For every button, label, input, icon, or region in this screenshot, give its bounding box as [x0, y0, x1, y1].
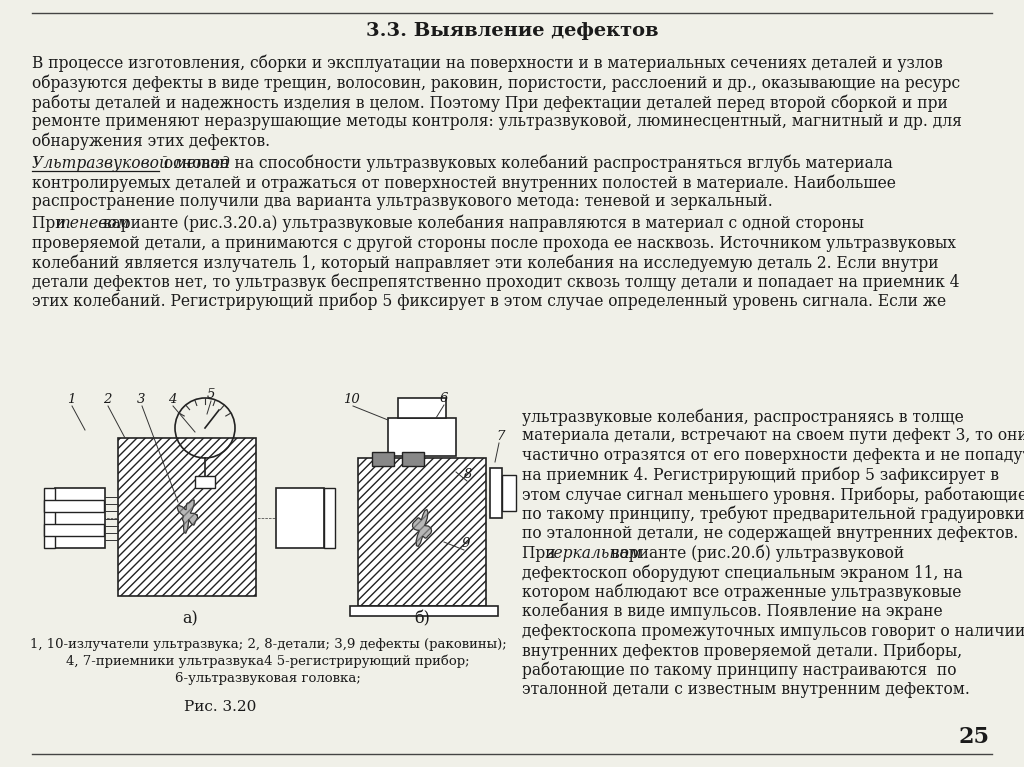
Text: колебания в виде импульсов. Появление на экране: колебания в виде импульсов. Появление на… — [522, 603, 943, 621]
Text: образуются дефекты в виде трещин, волосовин, раковин, пористости, расслоений и д: образуются дефекты в виде трещин, волосо… — [32, 74, 961, 92]
Text: В процессе изготовления, сборки и эксплуатации на поверхности и в материальных с: В процессе изготовления, сборки и эксплу… — [32, 55, 943, 73]
Text: дефектоскопа промежуточных импульсов говорит о наличии: дефектоскопа промежуточных импульсов гов… — [522, 623, 1024, 640]
Text: материала детали, встречают на своем пути дефект 3, то они: материала детали, встречают на своем пут… — [522, 427, 1024, 445]
Text: варианте (рис.3.20.а) ультразвуковые колебания направляются в материал с одной с: варианте (рис.3.20.а) ультразвуковые кол… — [98, 215, 864, 232]
Text: ремонте применяют неразрушающие методы контроля: ультразвуковой, люминесцентный,: ремонте применяют неразрушающие методы к… — [32, 114, 962, 130]
Bar — [398, 398, 446, 418]
Text: 3.3. Выявление дефектов: 3.3. Выявление дефектов — [366, 22, 658, 40]
Bar — [388, 418, 456, 456]
Text: внутренних дефектов проверяемой детали. Приборы,: внутренних дефектов проверяемой детали. … — [522, 642, 963, 660]
Text: 4, 7-приемники ультразвука4 5-регистрирующий прибор;: 4, 7-приемники ультразвука4 5-регистриру… — [67, 655, 470, 669]
Text: проверяемой детали, а принимаются с другой стороны после прохода ее насквозь. Ис: проверяемой детали, а принимаются с друг… — [32, 235, 956, 252]
Text: 6: 6 — [440, 392, 449, 405]
Bar — [372, 452, 394, 466]
Text: 3: 3 — [137, 393, 145, 406]
Bar — [44, 488, 55, 548]
Text: котором наблюдают все отраженные ультразвуковые: котором наблюдают все отраженные ультраз… — [522, 584, 962, 601]
Text: 1: 1 — [67, 393, 76, 406]
Bar — [44, 524, 104, 536]
Bar — [402, 452, 424, 466]
Text: частично отразятся от его поверхности дефекта и не попадут: частично отразятся от его поверхности де… — [522, 447, 1024, 464]
Text: основан на способности ультразвуковых колебаний распространяться вглубь материал: основан на способности ультразвуковых ко… — [159, 154, 893, 172]
Text: 6-ультразвуковая головка;: 6-ультразвуковая головка; — [175, 672, 360, 685]
Text: дефектоскоп оборудуют специальным экраном 11, на: дефектоскоп оборудуют специальным экрано… — [522, 564, 963, 581]
Bar — [118, 438, 256, 596]
Bar — [55, 488, 105, 548]
Text: Рис. 3.20: Рис. 3.20 — [184, 700, 256, 714]
Text: 7: 7 — [496, 430, 505, 443]
Text: на приемник 4. Регистрирующий прибор 5 зафиксирует в: на приемник 4. Регистрирующий прибор 5 з… — [522, 466, 999, 484]
Bar — [44, 500, 104, 512]
Bar — [324, 488, 335, 548]
Text: этих колебаний. Регистрирующий прибор 5 фиксирует в этом случае определенный уро: этих колебаний. Регистрирующий прибор 5 … — [32, 293, 946, 311]
Text: 9: 9 — [462, 537, 470, 550]
Text: детали дефектов нет, то ультразвук беспрепятственно проходит сквозь толщу детали: детали дефектов нет, то ультразвук беспр… — [32, 274, 959, 291]
Bar — [350, 606, 498, 616]
Text: 2: 2 — [103, 393, 112, 406]
Text: а): а) — [182, 610, 198, 627]
Text: по эталонной детали, не содержащей внутренних дефектов.: по эталонной детали, не содержащей внутр… — [522, 525, 1019, 542]
Text: обнаружения этих дефектов.: обнаружения этих дефектов. — [32, 133, 270, 150]
Text: этом случае сигнал меньшего уровня. Приборы, работающие: этом случае сигнал меньшего уровня. Приб… — [522, 486, 1024, 503]
Text: варианте (рис.20.б) ультразвуковой: варианте (рис.20.б) ультразвуковой — [606, 545, 904, 562]
Text: 10: 10 — [343, 393, 359, 406]
Bar — [490, 468, 502, 518]
Text: работы деталей и надежность изделия в целом. Поэтому При дефектации деталей пере: работы деталей и надежность изделия в це… — [32, 94, 948, 111]
Text: б): б) — [414, 610, 430, 627]
Polygon shape — [413, 509, 431, 546]
Text: Ультразвуковой метод: Ультразвуковой метод — [32, 154, 229, 172]
Text: контролируемых деталей и отражаться от поверхностей внутренних полостей в матери: контролируемых деталей и отражаться от п… — [32, 174, 896, 192]
Text: теневом: теневом — [56, 215, 130, 232]
Text: колебаний является излучатель 1, который направляет эти колебания на исследуемую: колебаний является излучатель 1, который… — [32, 254, 939, 272]
Text: 5: 5 — [207, 388, 215, 401]
Bar — [358, 458, 486, 606]
Text: работающие по такому принципу настраиваются  по: работающие по такому принципу настраиваю… — [522, 661, 956, 679]
Text: При: При — [522, 545, 560, 561]
Text: При: При — [32, 215, 71, 232]
Text: 25: 25 — [959, 726, 990, 748]
Text: распространение получили два варианта ультразвукового метода: теневой и зеркальн: распространение получили два варианта ул… — [32, 193, 773, 210]
Text: зеркальном: зеркальном — [546, 545, 643, 561]
Text: 8: 8 — [464, 468, 472, 481]
Bar — [502, 475, 516, 511]
Bar — [276, 488, 324, 548]
Bar — [195, 476, 215, 488]
Text: эталонной детали с известным внутренним дефектом.: эталонной детали с известным внутренним … — [522, 681, 970, 698]
Text: по такому принципу, требуют предварительной градуировки: по такому принципу, требуют предваритель… — [522, 505, 1024, 523]
Polygon shape — [177, 500, 198, 533]
Text: ультразвуковые колебания, распространяясь в толще: ультразвуковые колебания, распространяяс… — [522, 408, 964, 426]
Text: 4: 4 — [168, 393, 176, 406]
Text: 1, 10-излучатели ультразвука; 2, 8-детали; 3,9 дефекты (раковины);: 1, 10-излучатели ультразвука; 2, 8-детал… — [30, 638, 507, 651]
